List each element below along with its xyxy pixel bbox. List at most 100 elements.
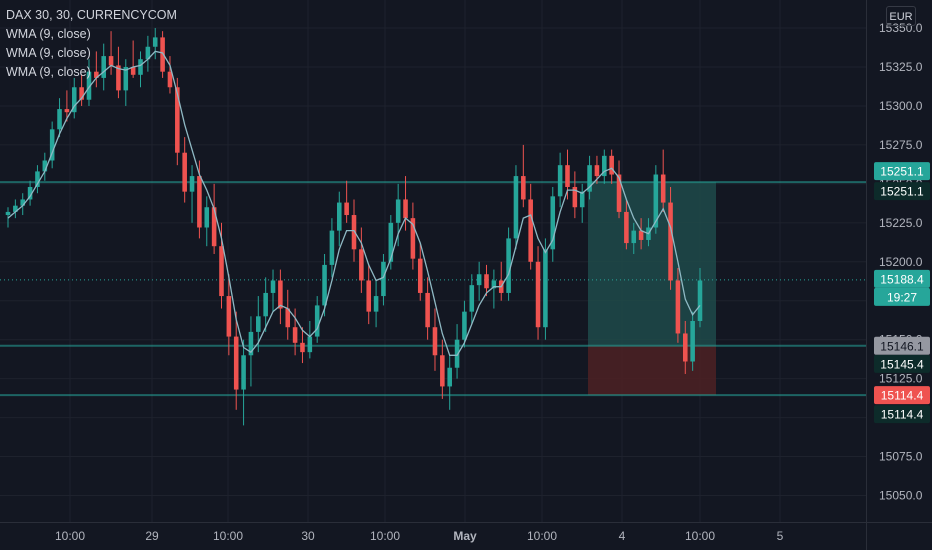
candle-body (35, 171, 40, 187)
candle-body (454, 339, 460, 368)
price-tag-bg (874, 182, 930, 201)
time-tick-label: 10:00 (527, 529, 557, 543)
candle-body (86, 71, 92, 100)
price-tag-label: 15145.4 (880, 357, 924, 371)
candle-body (314, 305, 320, 337)
indicator-label[interactable]: WMA (9, close) (6, 27, 91, 41)
time-tick-label: 29 (145, 529, 159, 543)
chart-grid (0, 0, 866, 522)
price-tag-label: 15146.1 (880, 339, 924, 353)
candle-body (248, 331, 254, 356)
time-axis-labels: 10:00 29 10:00 30 10:00 May 10:00 4 10:00 5 (55, 529, 784, 543)
candle-body (668, 202, 673, 281)
candle-body (469, 285, 475, 312)
candle-body (359, 249, 364, 281)
time-tick-label: May (453, 529, 477, 543)
candle-body (631, 230, 637, 244)
candle-body (579, 191, 585, 208)
candle-body (5, 211, 11, 216)
price-tag-bg (874, 386, 930, 405)
candle-body (366, 280, 372, 312)
candle-body (425, 292, 430, 328)
candle-body (653, 174, 659, 228)
loss-zone (588, 345, 716, 396)
price-tick-label: 15325.0 (879, 60, 923, 74)
candle-body (57, 109, 62, 130)
horizontal-levels (0, 181, 866, 397)
candle-body (476, 274, 482, 286)
candle-body (440, 355, 445, 387)
candle-body (543, 249, 548, 328)
indicator-label[interactable]: WMA (9, close) (6, 65, 91, 79)
price-tick-label: 15125.0 (879, 372, 923, 386)
symbol-title[interactable]: DAX 30, 30, CURRENCYCOM (6, 8, 177, 22)
candle-body (462, 311, 467, 340)
candle-body (336, 202, 342, 231)
candle-body (602, 155, 607, 177)
candle-body (219, 246, 224, 297)
candle-body (197, 176, 202, 228)
candle-body (528, 199, 533, 262)
price-tag-bg (874, 336, 930, 355)
candle-body (351, 215, 357, 250)
candle-body (344, 202, 349, 216)
candle-body (20, 199, 26, 206)
wma-line (7, 50, 701, 356)
candle-body (682, 333, 688, 362)
candle-body (71, 87, 77, 113)
candle-body (42, 160, 48, 172)
price-tick-label: 15275.0 (879, 138, 923, 152)
candle-body (395, 199, 401, 223)
candle-body (233, 336, 239, 390)
candle-body (565, 165, 570, 187)
candle-body (189, 176, 195, 192)
price-tag-label: 19:27 (887, 290, 917, 304)
candle-body (263, 292, 268, 317)
candle-body (138, 59, 143, 75)
candle-body (675, 280, 681, 334)
candle-body (167, 71, 173, 88)
candle-body (697, 280, 703, 321)
candle-body (322, 264, 327, 306)
candle-body (79, 87, 84, 100)
candle-body (388, 222, 394, 262)
price-tick-label: 15200.0 (879, 255, 923, 269)
candlestick-series (5, 28, 703, 426)
candle-body (491, 280, 497, 289)
candle-body (417, 258, 423, 293)
candle-body (660, 174, 666, 203)
price-tick-label: 15300.0 (879, 99, 923, 113)
currency-badge[interactable]: EUR (886, 6, 916, 26)
candle-body (616, 174, 622, 212)
candle-body (160, 37, 165, 72)
candle-body (550, 196, 556, 250)
candle-body (175, 87, 180, 153)
price-tag-bg (874, 405, 930, 424)
candle-body (292, 327, 298, 343)
chart-legend: DAX 30, 30, CURRENCYCOM WMA (9, close) W… (6, 6, 177, 82)
time-tick-label: 10:00 (55, 529, 85, 543)
candle-body (64, 109, 70, 113)
price-tag-label: 15251.1 (880, 165, 924, 179)
candle-body (624, 211, 629, 244)
candle-body (182, 152, 187, 192)
candle-body (373, 296, 379, 312)
candle-body (381, 261, 386, 297)
candle-body (49, 129, 55, 161)
price-tag-label: 15188.4 (880, 272, 924, 286)
price-tag-label: 15114.4 (881, 389, 924, 403)
time-tick-label: 10:00 (213, 529, 243, 543)
time-tick-label: 5 (777, 529, 784, 543)
price-tag-bg (874, 162, 930, 181)
candle-body (116, 65, 121, 91)
candle-body (123, 67, 129, 91)
candle-body (27, 186, 33, 200)
candle-body (241, 355, 246, 390)
indicator-label[interactable]: WMA (9, close) (6, 46, 91, 60)
candle-body (535, 261, 541, 328)
profit-zone (588, 182, 716, 346)
candle-body (226, 296, 232, 337)
candle-body (152, 37, 158, 47)
